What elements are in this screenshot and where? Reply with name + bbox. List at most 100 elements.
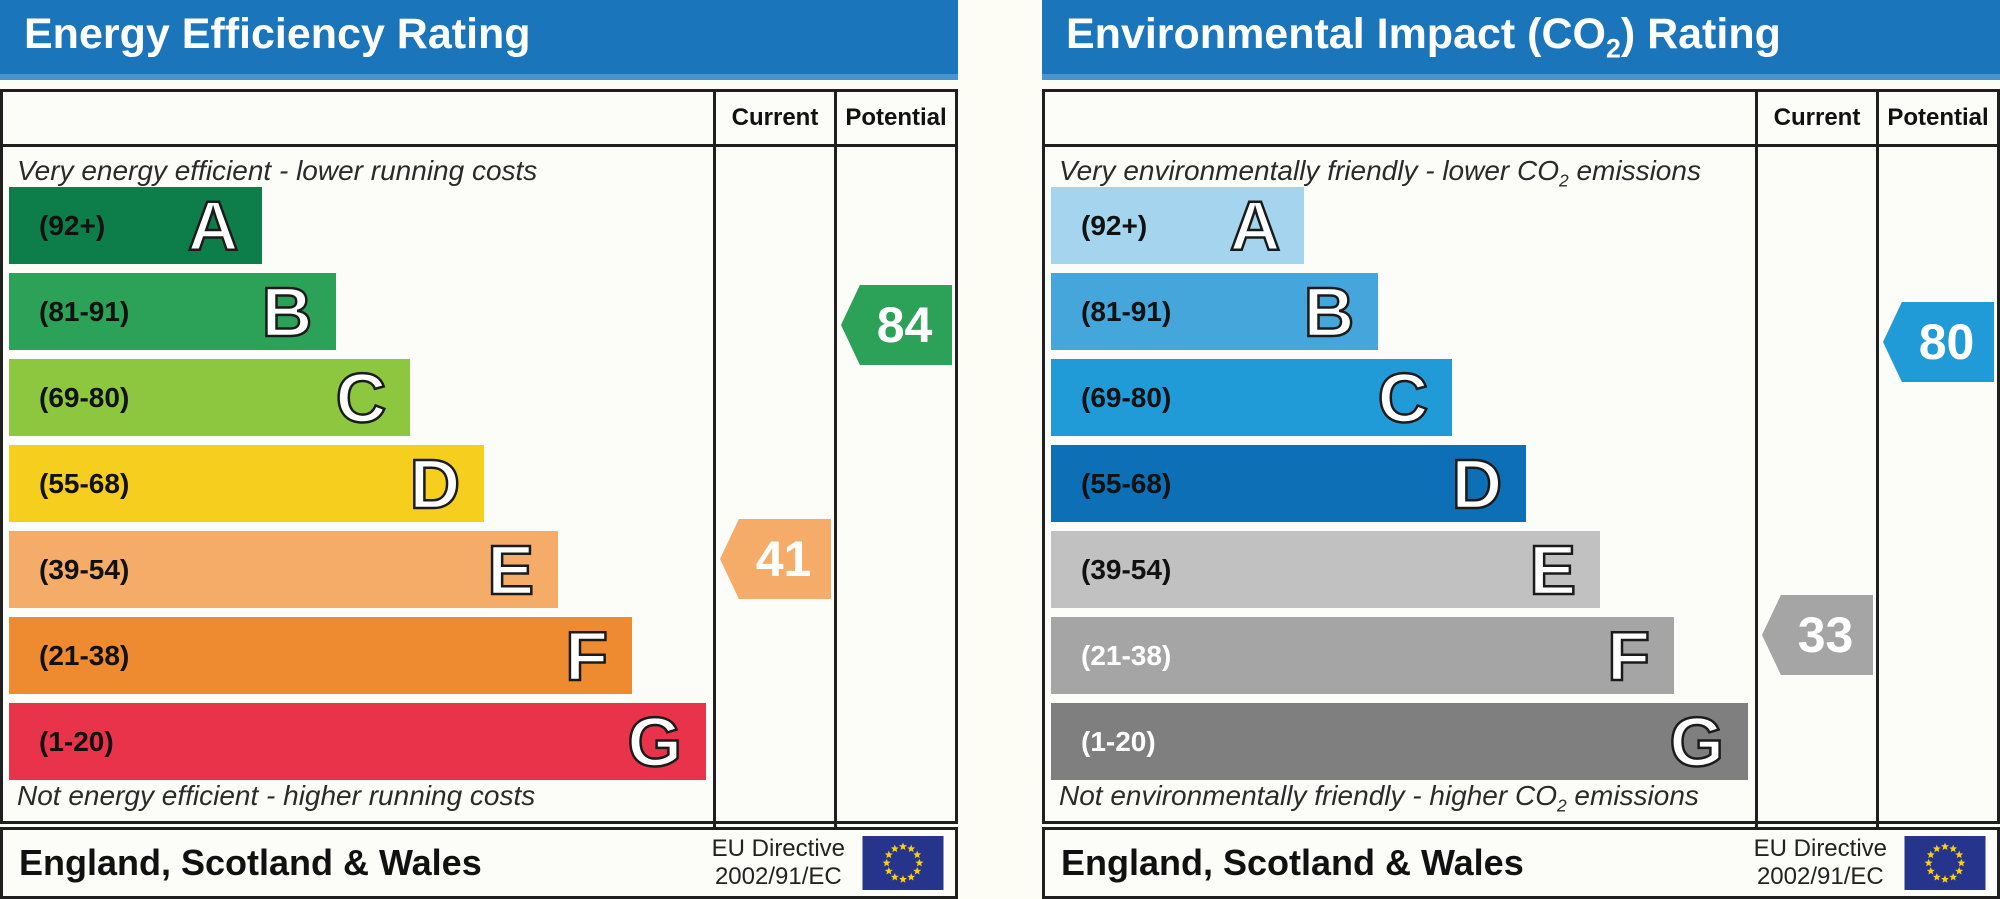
panel-title-text: Energy Efficiency Rating: [24, 9, 531, 58]
table-body: Very energy efficient - lower running co…: [3, 147, 955, 829]
table-header-row: Current Potential: [3, 92, 955, 147]
band-c: (69-80) C: [1051, 358, 1453, 437]
band-letter: B: [1303, 272, 1356, 351]
table-body: Very environmentally friendly - lower CO…: [1045, 147, 1997, 829]
band-g: (1-20) G: [1051, 703, 1748, 780]
potential-column: 80: [1876, 147, 1997, 829]
band-letter: B: [261, 272, 314, 351]
band-range-label: (69-80): [1081, 381, 1172, 413]
band-range-label: (81-91): [39, 295, 130, 327]
current-column: 41: [713, 147, 834, 829]
band-a: (92+) A: [1051, 186, 1305, 265]
band-range-label: (92+): [1081, 209, 1148, 241]
top-caption-text: Very energy efficient - lower running co…: [17, 155, 538, 186]
current-column-header: Current: [1755, 92, 1876, 144]
current-rating-value: 41: [755, 531, 812, 587]
band-letter: D: [408, 444, 461, 523]
current-column-header: Current: [713, 92, 834, 144]
band-letter: C: [1376, 358, 1429, 437]
band-letter: F: [1606, 616, 1651, 695]
top-caption: Very environmentally friendly - lower CO…: [1045, 147, 1755, 191]
current-rating-value: 33: [1797, 607, 1854, 663]
environmental-impact-rating-panel: Environmental Impact (CO2) Rating Curren…: [1042, 0, 2000, 899]
eu-directive-label: EU Directive 2002/91/EC: [1754, 835, 1887, 892]
bottom-caption: Not environmentally friendly - higher CO…: [1045, 780, 1755, 829]
band-a: (92+) A: [9, 186, 263, 265]
potential-rating-value: 80: [1918, 314, 1975, 370]
band-range-label: (69-80): [39, 381, 130, 413]
band-letter: D: [1450, 444, 1503, 523]
band-letter: G: [1668, 702, 1725, 781]
band-d: (55-68) D: [9, 444, 485, 523]
top-caption-subscript: 2: [1559, 170, 1569, 191]
eu-flag-icon: [862, 836, 944, 890]
panel-title: Energy Efficiency Rating: [24, 10, 531, 65]
band-letter: E: [486, 530, 535, 609]
panel-title-bar: Environmental Impact (CO2) Rating: [1042, 0, 2000, 80]
rating-bands: (92+) A (81-91) B (69-80) C (55-68) D (39-54) E (2…: [9, 187, 713, 780]
band-range-label: (21-38): [1081, 639, 1172, 671]
band-letter: F: [564, 616, 609, 695]
band-c: (69-80) C: [9, 358, 411, 437]
band-range-label: (55-68): [1081, 467, 1172, 499]
potential-rating-arrow: 84: [841, 285, 952, 365]
band-f: (21-38) F: [9, 616, 633, 695]
rating-table: Current Potential Very environmentally f…: [1042, 89, 2000, 829]
bottom-caption-subscript: 2: [1556, 795, 1567, 816]
panel-footer: England, Scotland & Wales EU Directive 20…: [0, 827, 958, 899]
region-label: England, Scotland & Wales: [19, 842, 482, 883]
band-e: (39-54) E: [9, 530, 559, 609]
header-spacer: [1045, 92, 1755, 144]
band-b: (81-91) B: [9, 272, 337, 351]
panel-title-text-end: ) Rating: [1620, 9, 1781, 58]
band-range-label: (21-38): [39, 639, 130, 671]
band-letter: C: [334, 358, 387, 437]
band-chart-area: Very energy efficient - lower running co…: [3, 147, 713, 829]
band-letter: A: [187, 186, 240, 265]
band-chart-area: Very environmentally friendly - lower CO…: [1045, 147, 1755, 829]
header-spacer: [3, 92, 713, 144]
band-range-label: (55-68): [39, 467, 130, 499]
band-range-label: (39-54): [39, 553, 130, 585]
band-letter: G: [626, 702, 683, 781]
eu-directive-line2: 2002/91/EC: [1756, 863, 1884, 890]
panel-title-text: Environmental Impact (CO: [1066, 9, 1606, 58]
bottom-caption: Not energy efficient - higher running co…: [3, 780, 713, 829]
potential-column-header: Potential: [834, 92, 955, 144]
rating-bands: (92+) A (81-91) B (69-80) C (55-68) D (39-54) E (2…: [1051, 187, 1755, 780]
band-b: (81-91) B: [1051, 272, 1379, 351]
band-range-label: (81-91): [1081, 295, 1172, 327]
band-d: (55-68) D: [1051, 444, 1527, 523]
bottom-caption-text: Not energy efficient - higher running co…: [17, 780, 536, 811]
potential-rating-arrow: 80: [1883, 302, 1994, 382]
potential-rating-value: 84: [876, 297, 933, 353]
top-caption-text-end: emissions: [1568, 155, 1701, 186]
band-range-label: (1-20): [1081, 725, 1156, 757]
panel-title: Environmental Impact (CO2) Rating: [1066, 10, 1781, 65]
band-e: (39-54) E: [1051, 530, 1601, 609]
current-rating-arrow: 41: [720, 519, 831, 599]
current-column: 33: [1755, 147, 1876, 829]
eu-flag-icon: [1904, 836, 1986, 890]
band-letter: E: [1528, 530, 1577, 609]
eu-directive-line2: 2002/91/EC: [714, 863, 842, 890]
energy-efficiency-rating-panel: Energy Efficiency Rating Current Potenti…: [0, 0, 958, 899]
potential-column-header: Potential: [1876, 92, 1997, 144]
current-rating-arrow: 33: [1762, 595, 1873, 675]
panel-title-bar: Energy Efficiency Rating: [0, 0, 958, 80]
eu-directive-line1: EU Directive: [711, 834, 845, 862]
table-header-row: Current Potential: [1045, 92, 1997, 147]
band-g: (1-20) G: [9, 703, 706, 780]
eu-directive-line1: EU Directive: [1753, 834, 1887, 862]
eu-directive-label: EU Directive 2002/91/EC: [712, 835, 845, 892]
bottom-caption-text-end: emissions: [1566, 780, 1699, 811]
potential-column: 84: [834, 147, 955, 829]
band-range-label: (92+): [39, 209, 106, 241]
rating-table: Current Potential Very energy efficient …: [0, 89, 958, 829]
band-letter: A: [1229, 186, 1282, 265]
top-caption: Very energy efficient - lower running co…: [3, 147, 713, 187]
panel-footer: England, Scotland & Wales EU Directive 20…: [1042, 827, 2000, 899]
panel-title-subscript: 2: [1605, 33, 1621, 64]
band-range-label: (39-54): [1081, 553, 1172, 585]
